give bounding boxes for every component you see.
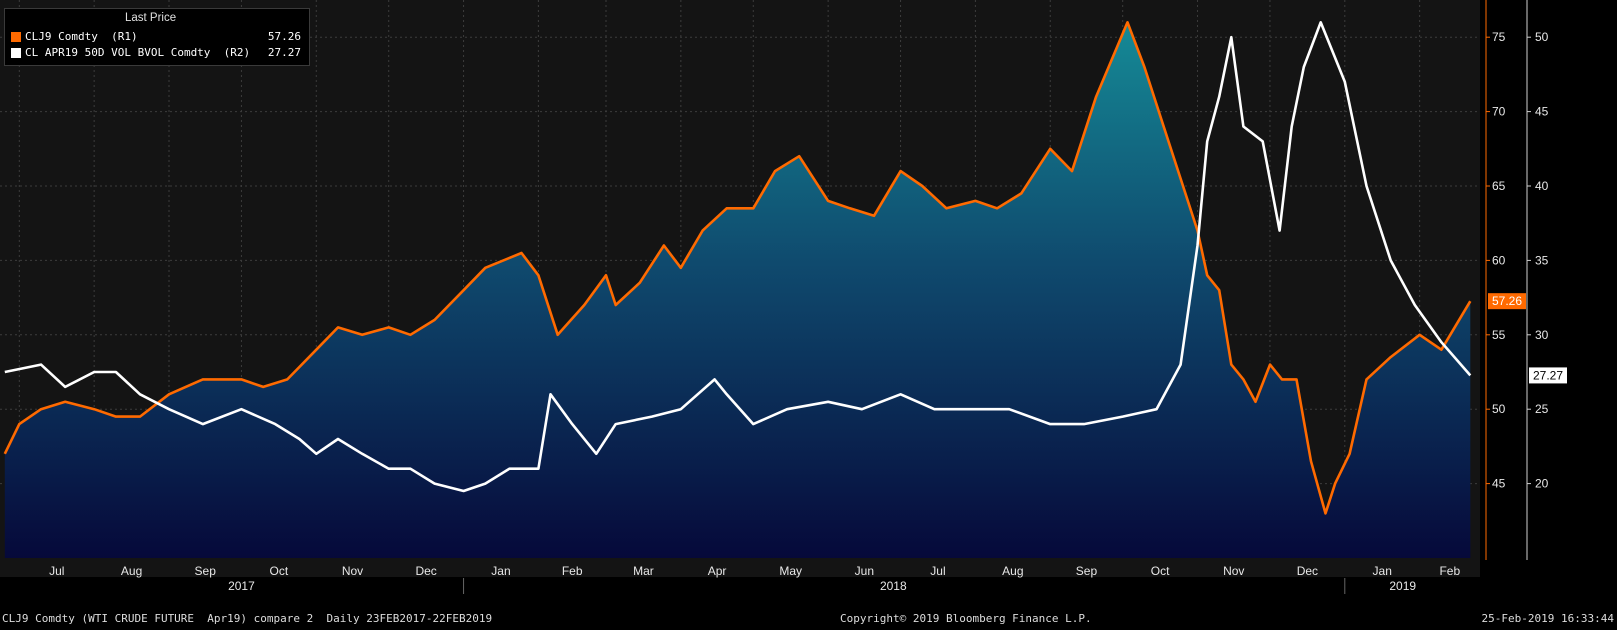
series-lines xyxy=(3,21,1472,515)
r1-tick-label: 45 xyxy=(1492,477,1506,491)
x-year-label: 2019 xyxy=(1389,579,1416,593)
x-tick-label: Oct xyxy=(1151,564,1170,578)
x-tick-label: Oct xyxy=(270,564,289,578)
legend-series-value: 27.27 xyxy=(267,46,301,59)
last-label-r1-bg xyxy=(1488,293,1526,310)
last-label-r2: 27.27 xyxy=(1533,368,1563,382)
x-tick-label: Jul xyxy=(49,564,64,578)
footer-description: CLJ9 Comdty (WTI CRUDE FUTURE Apr19) com… xyxy=(2,612,493,625)
legend-series-value: 57.26 xyxy=(267,30,301,43)
r2-tick-label: 25 xyxy=(1535,402,1549,416)
x-year-label: 2017 xyxy=(228,579,255,593)
x-tick-label: Mar xyxy=(633,564,654,578)
x-tick-label: Aug xyxy=(1002,564,1023,578)
legend-row-vol: CL APR19 50D VOL BVOL Comdty (R2) 27.27 xyxy=(11,46,305,60)
footer-copyright: Copyright© 2019 Bloomberg Finance L.P. xyxy=(840,612,1092,625)
x-tick-label: Feb xyxy=(562,564,583,578)
legend-swatch-white xyxy=(11,48,21,58)
legend-row-clj9: CLJ9 Comdty (R1) 57.26 xyxy=(11,30,305,44)
legend-title: Last Price xyxy=(125,12,177,24)
x-tick-label: Jun xyxy=(855,564,874,578)
r2-tick-label: 20 xyxy=(1535,477,1549,491)
r1-tick-label: 65 xyxy=(1492,179,1506,193)
x-tick-label: Dec xyxy=(415,564,436,578)
x-tick-label: Apr xyxy=(708,564,727,578)
last-label-r2-bg xyxy=(1529,367,1567,384)
x-tick-label: Aug xyxy=(121,564,142,578)
axes: Jul Aug Sep Oct Nov Dec Jan Feb Mar Apr May Jun Jul A… xyxy=(49,0,1549,594)
area-fill xyxy=(4,22,1471,559)
last-value-labels: 57.26 27.27 xyxy=(1488,293,1567,384)
r1-tick-label: 75 xyxy=(1492,30,1506,44)
legend-series-name: CL APR19 50D VOL BVOL Comdty (R2) xyxy=(25,46,251,59)
footer-timestamp: 25-Feb-2019 16:33:44 xyxy=(1481,612,1614,625)
r2-tick-label: 35 xyxy=(1535,253,1549,267)
x-tick-label: Sep xyxy=(195,564,217,578)
x-tick-label: May xyxy=(779,564,802,578)
series-line-vol xyxy=(4,21,1472,493)
series-area-clj9 xyxy=(4,22,1471,559)
x-tick-label: Jul xyxy=(930,564,945,578)
x-tick-label: Nov xyxy=(342,564,363,578)
r1-tick-label: 70 xyxy=(1492,105,1506,119)
x-tick-label: Feb xyxy=(1439,564,1460,578)
legend-series-name: CLJ9 Comdty (R1) xyxy=(25,30,138,43)
legend: Last Price CLJ9 Comdty (R1) 57.26 CL APR… xyxy=(4,8,310,66)
r2-tick-label: 45 xyxy=(1535,105,1549,119)
x-tick-label: Nov xyxy=(1223,564,1244,578)
x-tick-label: Jan xyxy=(1373,564,1392,578)
x-tick-label: Sep xyxy=(1076,564,1098,578)
series-line-clj9 xyxy=(3,21,1472,515)
r2-tick-label: 50 xyxy=(1535,30,1549,44)
legend-swatch-orange xyxy=(11,32,21,42)
x-tick-label: Dec xyxy=(1297,564,1318,578)
x-tick-label: Jan xyxy=(491,564,510,578)
r1-tick-label: 55 xyxy=(1492,328,1506,342)
r2-tick-label: 30 xyxy=(1535,328,1549,342)
r1-tick-label: 50 xyxy=(1492,402,1506,416)
r2-tick-label: 40 xyxy=(1535,179,1549,193)
r1-tick-label: 60 xyxy=(1492,253,1506,267)
x-year-label: 2018 xyxy=(880,579,907,593)
last-label-r1: 57.26 xyxy=(1492,294,1522,308)
